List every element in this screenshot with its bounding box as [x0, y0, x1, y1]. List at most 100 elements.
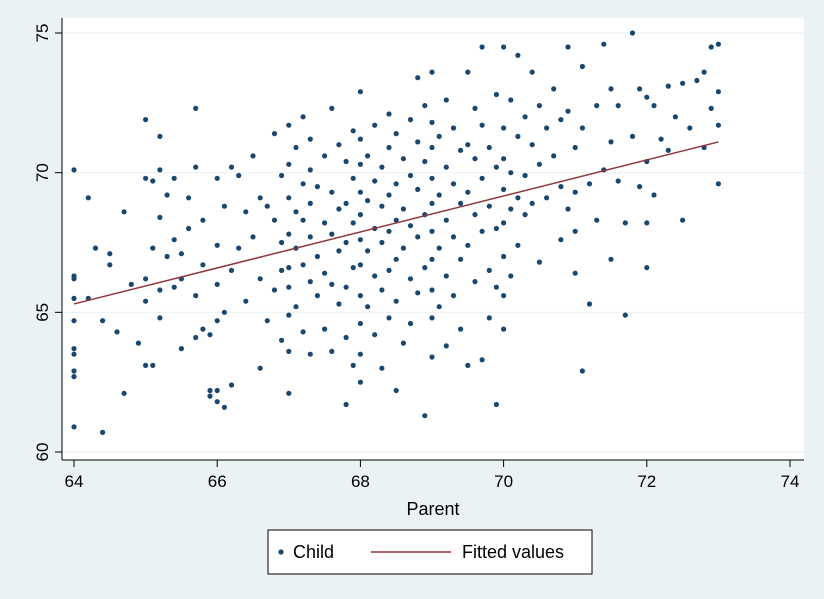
child-point	[386, 111, 392, 117]
child-point	[279, 267, 285, 273]
child-point	[551, 153, 557, 159]
child-point	[687, 125, 693, 131]
child-point	[493, 225, 499, 232]
child-point	[357, 136, 363, 142]
child-point	[264, 203, 270, 209]
child-point	[85, 195, 91, 201]
child-point	[479, 357, 485, 363]
child-point	[271, 287, 278, 293]
child-point	[400, 206, 406, 212]
child-point	[121, 209, 127, 215]
child-point	[365, 153, 371, 159]
child-point	[307, 351, 313, 357]
child-point	[357, 293, 363, 299]
child-point	[422, 103, 428, 109]
child-point	[307, 200, 313, 206]
child-point	[314, 184, 320, 190]
child-point	[357, 351, 363, 357]
y-tick-label: 65	[33, 303, 52, 322]
child-point	[443, 343, 449, 349]
child-point	[329, 348, 335, 354]
x-axis-title: Parent	[406, 499, 459, 519]
child-point	[257, 195, 263, 201]
child-point	[522, 114, 528, 120]
child-point	[443, 273, 449, 279]
child-point	[357, 161, 363, 167]
child-point	[322, 270, 328, 276]
child-point	[286, 122, 292, 128]
child-point	[307, 167, 313, 173]
child-point	[501, 326, 507, 332]
child-point	[365, 198, 371, 204]
child-point	[92, 245, 99, 251]
child-point	[314, 253, 320, 260]
child-point	[651, 103, 657, 109]
child-point	[665, 83, 671, 89]
child-point	[479, 122, 485, 128]
axes: 60 65 70 75 64 66 68 70 72 74	[33, 18, 804, 491]
child-point	[680, 80, 686, 86]
child-point	[465, 189, 471, 195]
child-point	[565, 44, 571, 50]
child-point	[357, 262, 363, 268]
child-point	[400, 245, 406, 251]
child-point	[71, 346, 77, 352]
child-point	[479, 228, 485, 234]
child-point	[407, 320, 414, 327]
child-point	[415, 234, 421, 240]
child-point	[157, 167, 163, 173]
child-point	[343, 200, 349, 206]
child-point	[264, 318, 270, 324]
child-point	[386, 144, 392, 151]
child-point	[164, 253, 170, 260]
child-point	[357, 89, 363, 95]
child-point	[343, 158, 349, 165]
child-point	[372, 273, 378, 279]
child-point	[644, 94, 650, 100]
child-point	[221, 203, 227, 209]
child-point	[501, 220, 507, 226]
child-point	[422, 413, 428, 419]
child-point	[157, 287, 163, 293]
child-point	[357, 320, 363, 327]
child-point	[365, 304, 371, 310]
child-point	[71, 167, 77, 173]
child-point	[443, 164, 449, 170]
x-tick-label: 66	[208, 472, 227, 491]
child-point	[708, 44, 714, 50]
child-point	[694, 77, 700, 84]
child-point	[450, 234, 457, 240]
child-point	[393, 256, 399, 262]
child-point	[393, 217, 399, 223]
child-point	[586, 181, 593, 187]
child-point	[228, 164, 235, 170]
child-point	[486, 203, 492, 209]
child-point	[100, 318, 106, 324]
child-point	[536, 259, 543, 265]
child-point	[501, 125, 507, 131]
child-point	[379, 239, 385, 246]
child-point	[107, 262, 113, 268]
child-point	[608, 256, 614, 262]
child-point	[715, 41, 722, 47]
child-point	[680, 217, 686, 223]
child-point	[508, 97, 514, 103]
child-point	[193, 105, 199, 111]
child-point	[236, 245, 242, 251]
child-point	[615, 178, 621, 184]
child-point	[171, 284, 177, 290]
child-point	[71, 368, 77, 374]
child-point	[329, 281, 335, 287]
child-point	[372, 332, 378, 338]
child-point	[558, 237, 564, 243]
child-point	[665, 147, 671, 153]
child-point	[544, 195, 550, 201]
child-point	[143, 175, 149, 181]
child-point	[644, 265, 650, 271]
child-point	[336, 142, 342, 148]
child-point	[429, 228, 435, 234]
child-point	[300, 114, 306, 120]
child-point	[329, 231, 335, 237]
child-point	[193, 293, 199, 299]
child-point	[644, 220, 650, 226]
